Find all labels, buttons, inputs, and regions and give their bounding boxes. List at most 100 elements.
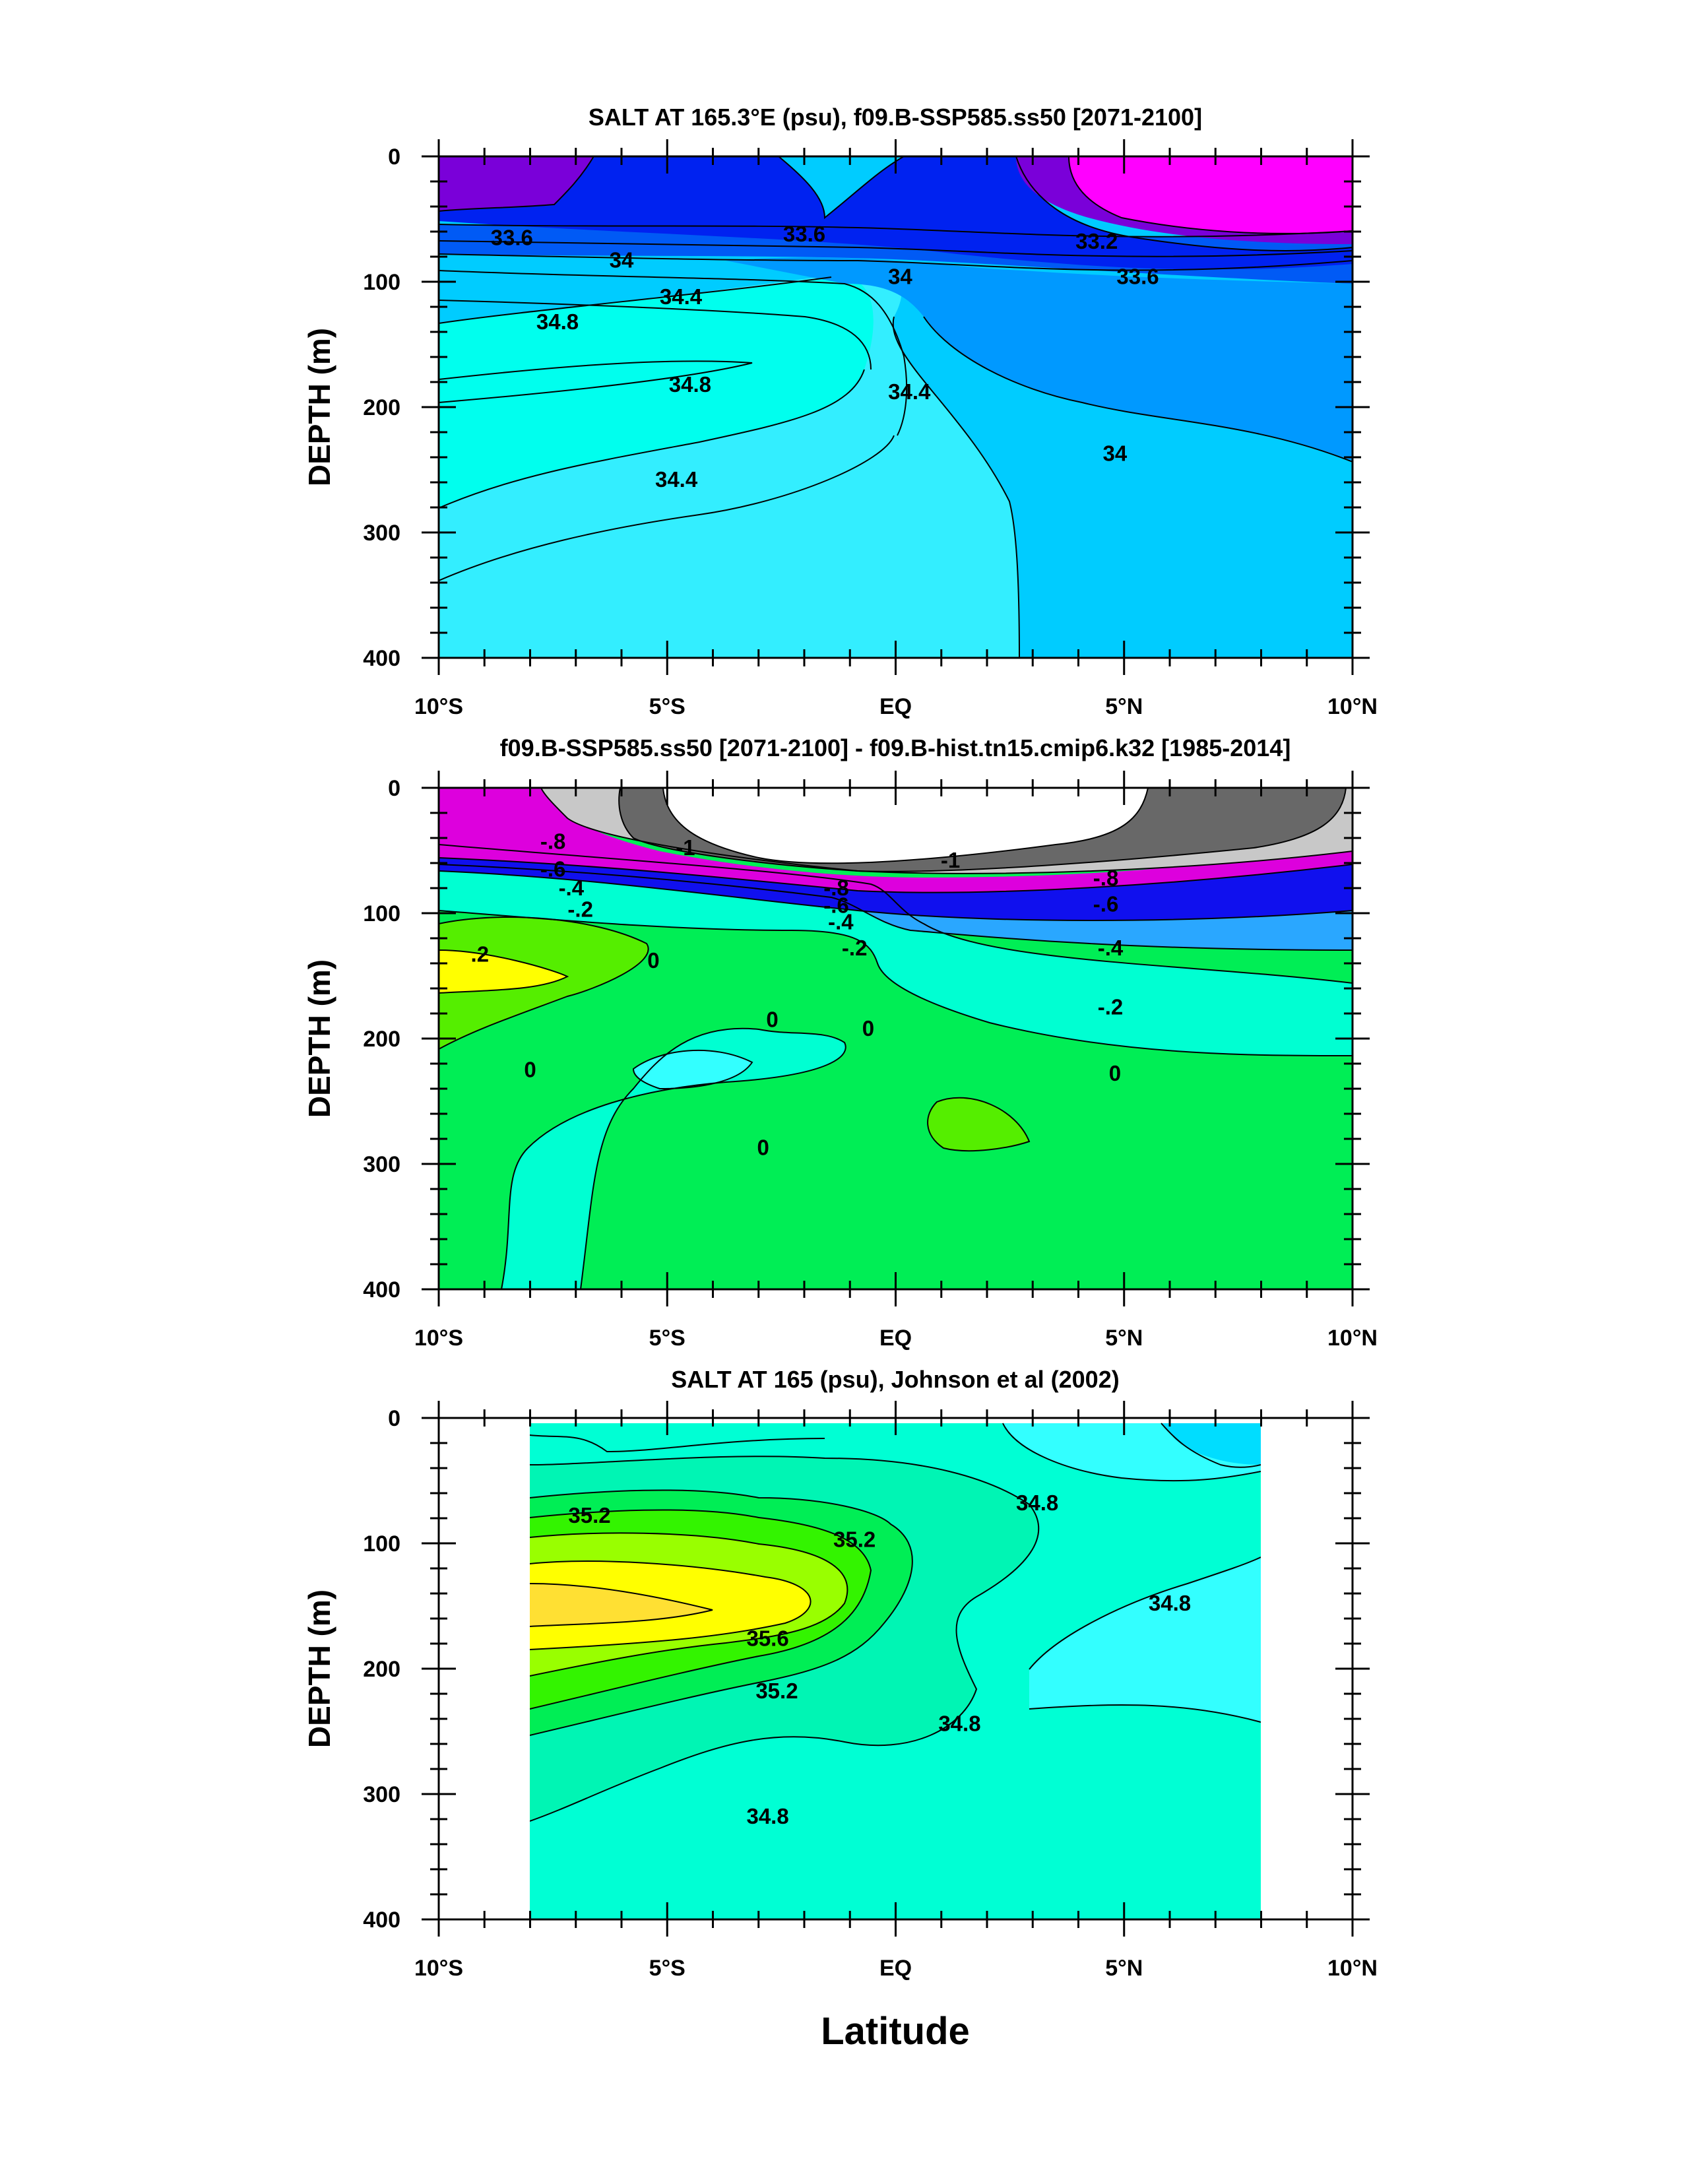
x-tick-label: 5°N (1105, 1956, 1143, 1981)
x-tick-label: 5°N (1105, 694, 1143, 719)
contour-label: 0 (757, 1135, 769, 1159)
y-tick-label: 100 (363, 270, 400, 295)
contour-label: 33.6 (1116, 264, 1159, 288)
contour-label: -.4 (828, 909, 854, 934)
x-tick-label: 10°N (1327, 694, 1378, 719)
y-axis-title: DEPTH (m) (302, 959, 336, 1118)
x-tick-label: EQ (879, 1956, 912, 1981)
panel-1-contour-labels: 33.6 33.6 33.2 34 34 33.6 34.4 34.8 34.8 34.4 34 34… (491, 222, 1159, 492)
contour-label: 34 (1103, 441, 1128, 465)
contour-label: 34.4 (888, 379, 931, 404)
y-tick-label: 400 (363, 1908, 400, 1933)
contour-label: 34 (888, 264, 912, 288)
contour-label: -.4 (1098, 936, 1124, 960)
panel-1-contour-lines (439, 156, 1353, 658)
x-tick-label: 10°S (414, 1956, 463, 1981)
contour-label: -.2 (567, 897, 593, 921)
contour-label: 33.2 (1075, 229, 1118, 253)
panel-3-contour-lines (530, 1423, 1261, 1822)
contour-label: 0 (1109, 1061, 1121, 1085)
contour-label: -.6 (823, 893, 849, 918)
contour-label: -.6 (540, 857, 566, 882)
contour-label: 34.8 (536, 309, 579, 334)
contour-label: -.8 (540, 829, 566, 854)
x-tick-label: 5°S (649, 1326, 685, 1351)
y-tick-label: 200 (363, 1027, 400, 1052)
x-tick-label: 5°S (649, 1956, 685, 1981)
contour-label: 0 (766, 1008, 778, 1032)
contour-label: 34.8 (669, 372, 711, 397)
y-axis-title: DEPTH (m) (302, 328, 336, 486)
y-tick-label: 100 (363, 1531, 400, 1557)
y-tick-label: 200 (363, 395, 400, 420)
region-34-6 (1003, 1423, 1261, 1722)
panel-2-title: f09.B-SSP585.ss50 [2071-2100] - f09.B-hi… (500, 734, 1291, 761)
panel-3-axes: DEPTH (m) 0 100 200 300 400 10°S 5°S EQ 5°N 10°N (302, 1401, 1378, 1981)
x-axis-title: Latitude (821, 2010, 970, 2053)
panel-3-contour-fill (530, 1423, 1261, 1919)
y-tick-label: 300 (363, 1782, 400, 1807)
panel-2-contour-lines (439, 788, 1353, 1289)
contour-label: -.4 (559, 876, 585, 900)
contour-label: 0 (647, 948, 659, 973)
y-tick-label: 400 (363, 646, 400, 671)
contour-label: 35.2 (833, 1527, 876, 1551)
contour-label: -.2 (1098, 995, 1124, 1019)
contour-label: .2 (471, 942, 490, 967)
y-tick-label: 300 (363, 1152, 400, 1177)
contour-label: 33.6 (783, 222, 825, 246)
region-neg-0-05 (633, 1050, 752, 1089)
y-tick-label: 400 (363, 1277, 400, 1302)
contour-label: 34.8 (1149, 1591, 1191, 1615)
panel-3-title: SALT AT 165 (psu), Johnson et al (2002) (671, 1366, 1119, 1393)
contour-label: -1 (941, 848, 960, 872)
region-0-0 (439, 845, 1353, 1289)
x-tick-label: 10°S (414, 694, 463, 719)
y-tick-label: 100 (363, 901, 400, 926)
contour-label: 34.8 (1016, 1491, 1058, 1515)
panel-2-contour-fill (439, 788, 1353, 1289)
panel-2-axes: DEPTH (m) 0 100 200 300 400 10°S 5°S EQ 5°N 10°N (302, 771, 1378, 1351)
region-0-15 (439, 917, 1029, 1151)
contour-label: 34 (610, 248, 634, 273)
contour-label: -.8 (1093, 866, 1119, 890)
y-tick-label: 0 (388, 1406, 400, 1431)
contour-label: -.8 (823, 876, 849, 900)
x-tick-label: 10°N (1327, 1956, 1378, 1981)
contour-label: 0 (524, 1058, 536, 1082)
contour-label: 35.2 (568, 1503, 610, 1527)
panel-3-contour-labels: 35.2 35.2 34.8 34.8 35.6 35.2 34.8 34.8 (568, 1491, 1191, 1828)
region-neg-0-5 (439, 788, 1353, 893)
panel-3: SALT AT 165 (psu), Johnson et al (2002) (302, 1366, 1378, 1981)
contour-label: 33.6 (491, 226, 533, 250)
x-tick-label: 10°S (414, 1326, 463, 1351)
panel-2: f09.B-SSP585.ss50 [2071-2100] - f09.B-hi… (302, 734, 1378, 1351)
region-0-25 (439, 950, 567, 993)
contour-label: 35.2 (755, 1679, 798, 1703)
panel-1-contour-fill (439, 156, 1353, 658)
region-33-0 (439, 156, 1353, 270)
region-33-8 (726, 257, 1353, 462)
panel-1-title: SALT AT 165.3°E (psu), f09.B-SSP585.ss50… (589, 104, 1202, 131)
region-35-7 (530, 1584, 713, 1626)
contour-label: 34.8 (938, 1712, 980, 1736)
y-tick-label: 0 (388, 776, 400, 801)
y-tick-label: 0 (388, 145, 400, 170)
x-tick-label: 5°N (1105, 1326, 1143, 1351)
region-32-0 (1069, 156, 1353, 234)
contour-label: 35.6 (746, 1626, 788, 1650)
x-tick-label: 10°N (1327, 1326, 1378, 1351)
region-neg-1-1 (663, 788, 1148, 864)
contour-label: -1 (676, 835, 695, 860)
contour-label: 34.4 (655, 467, 698, 492)
panel-2-contour-labels: -.8 -1-1-.8 -.8-.6-.6 -.6-.4-.4-.4-.2-.2-.2… (471, 829, 1124, 1160)
contour-label: 34.4 (660, 284, 703, 309)
region-34-4 (1161, 1423, 1261, 1465)
y-tick-label: 200 (363, 1657, 400, 1682)
x-tick-label: EQ (879, 694, 912, 719)
region-34-9 (439, 276, 874, 508)
y-axis-title: DEPTH (m) (302, 1590, 336, 1748)
contour-label: 34.8 (746, 1804, 788, 1828)
y-tick-label: 300 (363, 521, 400, 546)
